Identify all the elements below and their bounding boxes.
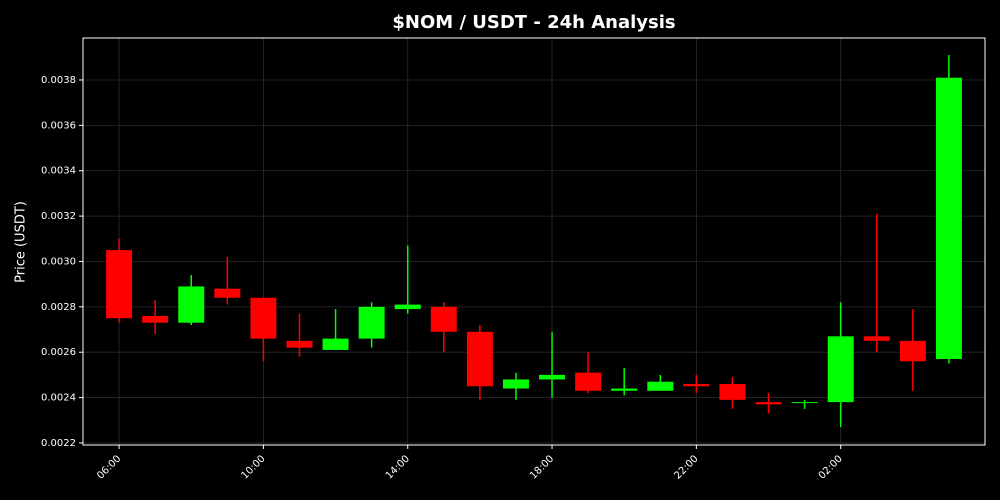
candle-body (935, 77, 962, 360)
candle-body (647, 381, 674, 391)
y-tick-label: 0.0022 (41, 438, 76, 449)
candle-body (214, 288, 241, 298)
candle-body (719, 383, 746, 400)
candle-body (611, 388, 638, 391)
candle-body (250, 297, 277, 339)
candle-body (863, 336, 890, 341)
y-tick-label: 0.0038 (41, 75, 76, 86)
y-tick-label: 0.0030 (41, 256, 76, 267)
y-tick-label: 0.0032 (41, 211, 76, 222)
candle-body (322, 338, 349, 350)
plot-frame (82, 37, 986, 446)
candle-body (394, 304, 421, 310)
y-tick-label: 0.0034 (41, 166, 76, 177)
candle-body (755, 402, 782, 405)
candle-body (539, 374, 566, 380)
chart-title: $NOM / USDT - 24h Analysis (392, 12, 675, 33)
candle-body (286, 340, 313, 348)
y-tick-label: 0.0036 (41, 120, 76, 131)
candle-body (502, 379, 529, 389)
candle-body (178, 286, 205, 323)
candle-body (791, 402, 818, 404)
candle-body (430, 306, 457, 332)
candle-body (142, 315, 169, 323)
candle-body (683, 383, 710, 387)
candle-body (899, 340, 926, 362)
y-tick-label: 0.0028 (41, 302, 76, 313)
y-tick-label: 0.0026 (41, 347, 76, 358)
candle-body (358, 306, 385, 339)
candle-body (575, 372, 602, 391)
y-axis-label: Price (USDT) (14, 201, 29, 283)
y-tick-label: 0.0024 (41, 393, 76, 404)
candle-body (827, 336, 854, 403)
candle-body (466, 331, 493, 387)
candle-body (106, 250, 133, 319)
